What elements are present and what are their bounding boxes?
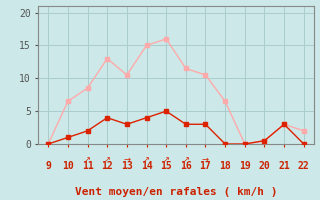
X-axis label: Vent moyen/en rafales ( km/h ): Vent moyen/en rafales ( km/h ) [75, 187, 277, 197]
Text: ↗: ↗ [104, 155, 111, 164]
Text: ↗: ↗ [143, 155, 150, 164]
Text: →: → [123, 155, 130, 164]
Text: ↗: ↗ [182, 155, 189, 164]
Text: ↗: ↗ [84, 155, 91, 164]
Text: ↗: ↗ [163, 155, 170, 164]
Text: →: → [202, 155, 209, 164]
